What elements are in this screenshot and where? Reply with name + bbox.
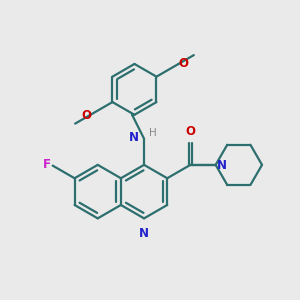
Text: O: O	[185, 125, 195, 138]
Text: F: F	[43, 158, 51, 171]
Text: N: N	[217, 159, 227, 172]
Text: O: O	[81, 109, 91, 122]
Text: H: H	[148, 128, 156, 138]
Text: N: N	[139, 227, 149, 240]
Text: N: N	[129, 131, 139, 144]
Text: O: O	[178, 57, 188, 70]
